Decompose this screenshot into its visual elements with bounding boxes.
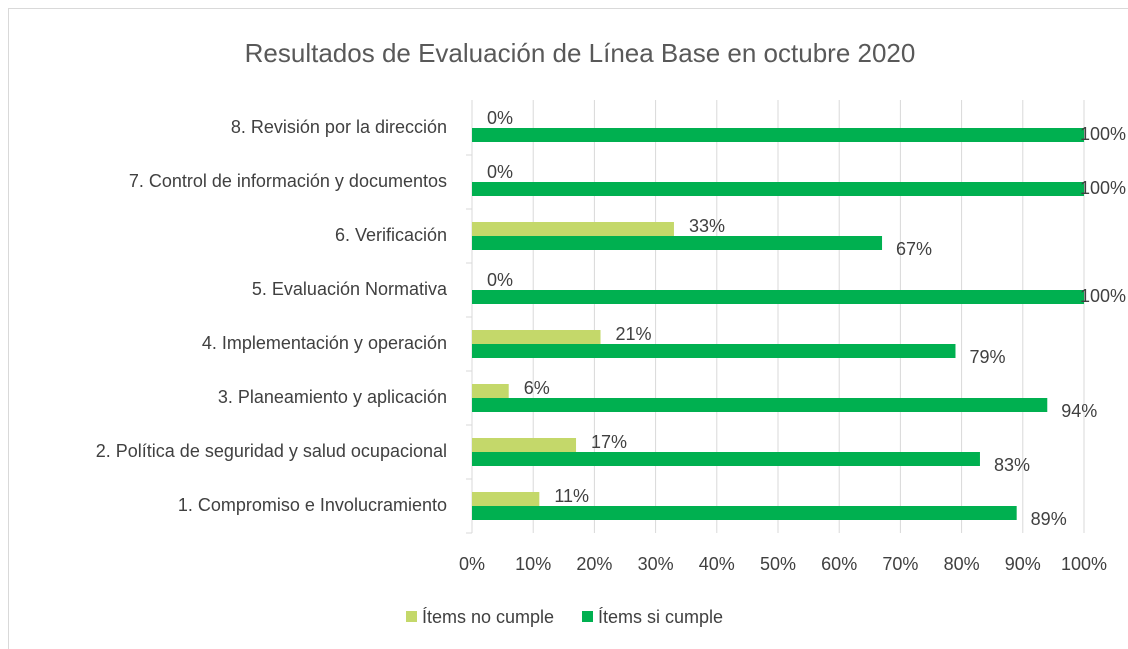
- bar: [472, 128, 1084, 142]
- y-tick-label: 8. Revisión por la dirección: [231, 117, 447, 137]
- bar: [472, 384, 509, 398]
- y-tick-label: 2. Política de seguridad y salud ocupaci…: [96, 441, 447, 461]
- x-tick-label: 30%: [638, 554, 674, 574]
- y-tick-label: 7. Control de información y documentos: [129, 171, 447, 191]
- x-tick-label: 20%: [576, 554, 612, 574]
- data-label: 67%: [896, 239, 932, 259]
- bar: [472, 236, 883, 250]
- data-label: 17%: [591, 432, 627, 452]
- legend-label: Ítems no cumple: [422, 607, 554, 627]
- data-label: 11%: [554, 486, 589, 506]
- x-tick-label: 0%: [459, 554, 485, 574]
- data-label: 79%: [969, 347, 1005, 367]
- x-tick-label: 100%: [1061, 554, 1107, 574]
- bar: [472, 290, 1084, 304]
- data-label: 100%: [1080, 178, 1126, 198]
- y-tick-label: 5. Evaluación Normativa: [252, 279, 448, 299]
- x-tick-label: 60%: [821, 554, 857, 574]
- x-tick-label: 40%: [699, 554, 735, 574]
- bar: [472, 344, 956, 358]
- bar: [472, 452, 980, 466]
- x-tick-label: 10%: [515, 554, 551, 574]
- y-tick-label: 4. Implementación y operación: [202, 333, 447, 353]
- x-tick-label: 50%: [760, 554, 796, 574]
- data-label: 100%: [1080, 286, 1126, 306]
- x-tick-label: 80%: [944, 554, 980, 574]
- bar: [472, 438, 577, 452]
- bar: [472, 222, 674, 236]
- x-tick-label: 90%: [1005, 554, 1041, 574]
- y-tick-label: 1. Compromiso e Involucramiento: [178, 495, 447, 515]
- data-label: 0%: [487, 162, 513, 182]
- data-label: 94%: [1061, 401, 1097, 421]
- data-label: 83%: [994, 455, 1030, 475]
- legend-label: Ítems si cumple: [598, 607, 723, 627]
- data-label: 89%: [1031, 509, 1067, 529]
- data-label: 33%: [689, 216, 725, 236]
- data-label: 21%: [616, 324, 652, 344]
- bar: [472, 330, 601, 344]
- data-label: 6%: [524, 378, 550, 398]
- data-label: 0%: [487, 108, 513, 128]
- y-tick-label: 6. Verificación: [335, 225, 447, 245]
- chart-title: Resultados de Evaluación de Línea Base e…: [245, 38, 916, 68]
- chart-border: [8, 8, 1128, 649]
- data-label: 0%: [487, 270, 513, 290]
- bar: [472, 398, 1048, 412]
- legend-swatch: [582, 611, 593, 622]
- bar: [472, 182, 1084, 196]
- y-tick-label: 3. Planeamiento y aplicación: [218, 387, 447, 407]
- bar: [472, 492, 540, 506]
- legend-swatch: [406, 611, 417, 622]
- bar: [472, 506, 1017, 520]
- data-label: 100%: [1080, 124, 1126, 144]
- x-tick-label: 70%: [882, 554, 918, 574]
